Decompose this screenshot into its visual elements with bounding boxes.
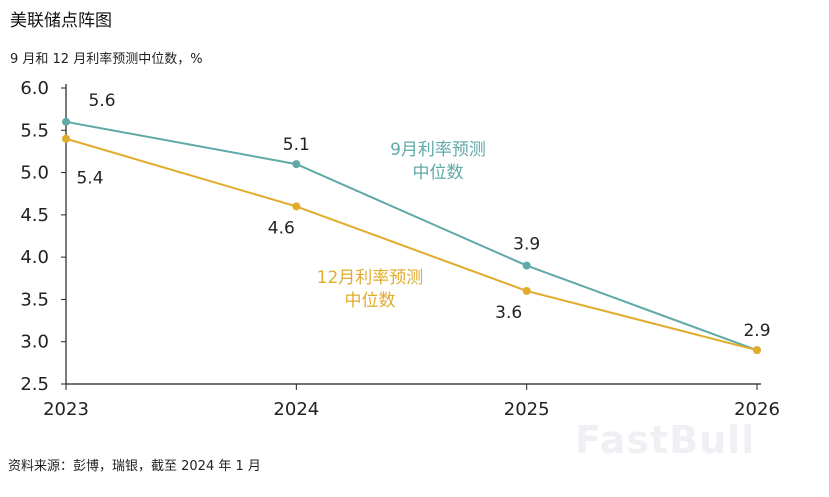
y-tick-label: 3.5	[20, 289, 49, 310]
data-point	[522, 261, 531, 270]
y-tick-label: 4.5	[20, 205, 49, 226]
y-tick-label: 5.5	[20, 120, 49, 141]
data-label: 4.6	[268, 218, 295, 238]
source-note: 资料来源：彭博，瑞银，截至 2024 年 1 月	[8, 459, 261, 474]
data-point	[292, 202, 301, 211]
chart-title: 美联储点阵图	[10, 11, 112, 31]
data-point	[522, 286, 531, 295]
series-line-2	[65, 137, 758, 352]
data-label: 3.6	[495, 303, 522, 323]
data-label: 3.9	[513, 235, 540, 255]
data-point	[292, 160, 301, 169]
series-name-label: 中位数	[345, 291, 396, 311]
data-point	[753, 346, 761, 355]
y-tick-label: 6.0	[20, 78, 49, 99]
series-line-1	[65, 120, 758, 352]
data-label: 2.9	[743, 321, 770, 341]
series-name-label: 12月利率预测	[317, 268, 424, 288]
y-tick-label: 5.0	[20, 163, 49, 184]
watermark-logo: FastBull	[575, 418, 756, 462]
x-tick-label: 2025	[504, 399, 550, 420]
data-point	[62, 134, 70, 143]
series-name-label: 中位数	[413, 163, 464, 183]
x-tick-label: 2024	[273, 399, 319, 420]
data-label: 5.4	[76, 169, 103, 189]
data-label: 5.6	[88, 91, 115, 111]
series-name-label: 9月利率预测	[390, 140, 486, 160]
x-tick-label: 2026	[734, 399, 780, 420]
data-label: 5.1	[283, 135, 310, 155]
data-point	[62, 117, 70, 126]
x-tick-label: 2023	[43, 399, 89, 420]
y-tick-label: 4.0	[20, 247, 49, 268]
y-tick-label: 2.5	[20, 374, 49, 395]
y-tick-label: 3.0	[20, 332, 49, 353]
chart-subtitle: 9 月和 12 月利率预测中位数，%	[10, 52, 203, 67]
